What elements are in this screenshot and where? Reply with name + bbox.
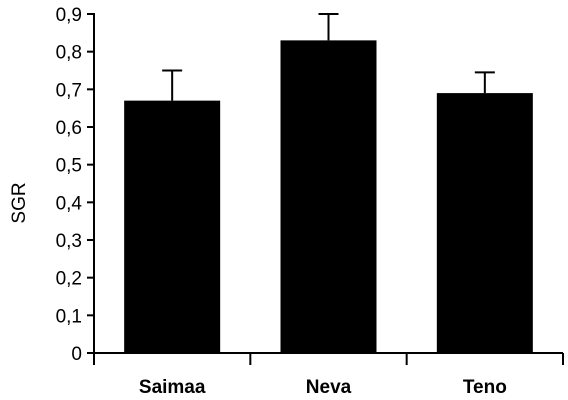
category-label: Teno [463,377,507,398]
bar-neva [280,40,377,353]
y-tick-label: 0,5 [56,156,82,177]
y-tick-label: 0,1 [56,306,82,327]
bar-saimaa [124,100,221,353]
y-tick-label: 0,2 [56,269,82,290]
y-tick-label: 0,3 [56,231,82,252]
y-tick-label: 0 [71,344,82,365]
bars [124,40,533,353]
category-label: Neva [306,377,352,398]
y-tick-label: 0,8 [56,43,82,64]
y-tick-label: 0,4 [56,193,83,214]
y-tick-label: 0,7 [56,80,82,101]
y-tick-labels: 0 0,1 0,2 0,3 0,4 0,5 0,6 0,7 0,8 0,9 [56,5,83,365]
y-axis [87,13,95,354]
category-labels: Saimaa Neva Teno [139,377,507,398]
category-label: Saimaa [139,377,206,398]
y-tick-label: 0,9 [56,5,82,26]
y-axis-title: SGR [9,182,30,223]
x-axis [93,352,564,365]
bar-teno [436,93,533,353]
error-bars [162,13,495,101]
y-tick-label: 0,6 [56,118,82,139]
